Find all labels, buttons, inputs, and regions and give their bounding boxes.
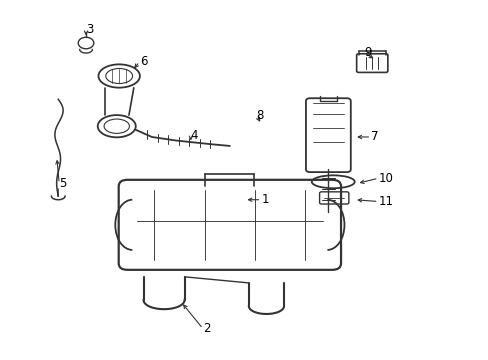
Text: 4: 4	[190, 129, 198, 142]
Text: 7: 7	[370, 130, 378, 144]
Text: 6: 6	[140, 55, 147, 68]
Text: 3: 3	[86, 23, 93, 36]
Text: 9: 9	[363, 46, 371, 59]
Text: 11: 11	[378, 195, 393, 208]
Text: 10: 10	[378, 172, 393, 185]
Text: 5: 5	[59, 177, 66, 190]
Text: 8: 8	[256, 109, 264, 122]
Text: 1: 1	[261, 193, 268, 206]
Text: 2: 2	[203, 322, 210, 335]
